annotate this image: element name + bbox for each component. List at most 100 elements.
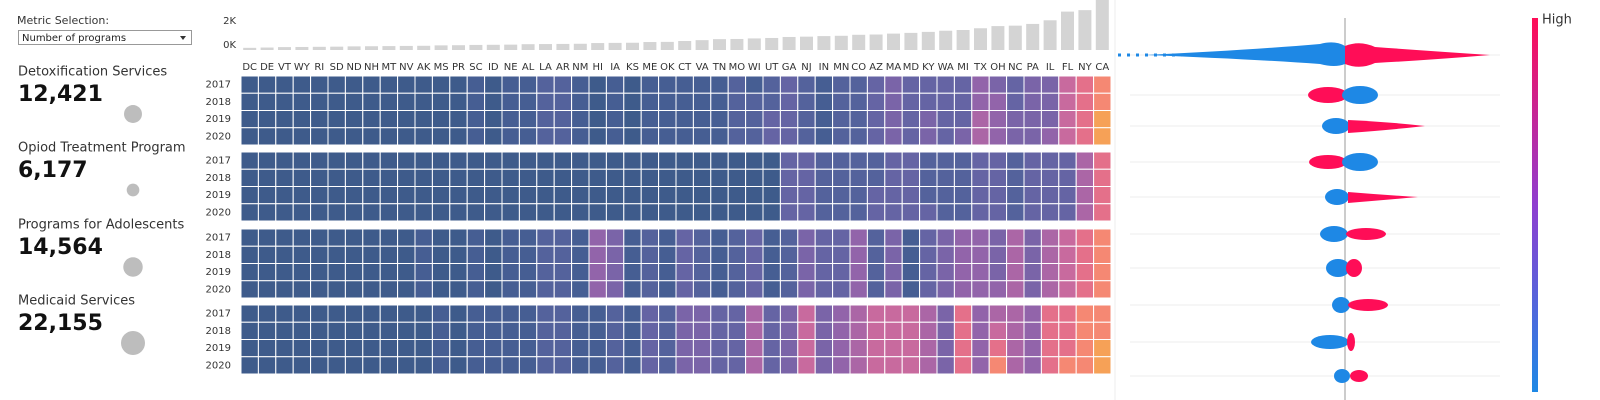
heat-cell	[501, 356, 520, 375]
heat-cell	[292, 110, 312, 129]
heat-cell	[327, 127, 346, 146]
heat-cell	[431, 127, 451, 146]
heat-cell	[936, 151, 955, 170]
heat-cell	[675, 263, 694, 282]
heat-cell	[901, 263, 921, 282]
heat-cell	[605, 304, 625, 323]
heat-cell	[240, 356, 259, 375]
heat-cell	[988, 75, 1008, 94]
heat-cell	[692, 203, 712, 222]
heat-cell	[1075, 203, 1095, 222]
heat-cell	[762, 339, 781, 358]
heat-cell	[484, 304, 503, 323]
heat-cell	[553, 127, 573, 146]
bar	[765, 37, 779, 50]
heat-cell	[971, 280, 990, 299]
heat-cell	[762, 92, 781, 111]
heat-cell	[240, 92, 259, 111]
heat-cell	[640, 356, 660, 375]
x-tick-label: DE	[260, 62, 274, 73]
heat-cell	[710, 203, 729, 222]
heat-cell	[240, 304, 259, 323]
heat-cell	[814, 186, 834, 205]
heat-cell	[953, 321, 973, 340]
heat-cell	[779, 151, 799, 170]
heat-cell	[1023, 110, 1042, 129]
heat-cell	[275, 186, 294, 205]
heat-cell	[362, 245, 381, 264]
heat-cell	[553, 168, 573, 187]
heat-cell	[588, 203, 607, 222]
heat-cell	[327, 186, 346, 205]
heat-cell	[658, 339, 677, 358]
heat-cell	[257, 203, 277, 222]
heat-cell	[814, 203, 834, 222]
heat-cell	[1023, 339, 1042, 358]
heat-cell	[901, 228, 921, 247]
heat-cell	[710, 339, 729, 358]
heat-cell	[675, 245, 694, 264]
heat-cell	[449, 92, 468, 111]
bar	[330, 46, 344, 50]
heat-cell	[1058, 186, 1077, 205]
heat-cell	[919, 186, 938, 205]
heat-cell	[431, 228, 451, 247]
heat-cell	[727, 127, 747, 146]
year-label: 2017	[206, 156, 231, 167]
x-tick-label: LA	[539, 62, 552, 73]
heat-cell	[449, 304, 468, 323]
heat-cell	[536, 203, 555, 222]
x-tick-label: AL	[522, 62, 535, 73]
bar	[660, 41, 674, 50]
heat-cell	[275, 321, 294, 340]
heat-cell	[936, 263, 955, 282]
bar	[713, 39, 726, 50]
heat-cell	[675, 92, 694, 111]
heat-cell	[1006, 127, 1025, 146]
heat-cell	[327, 228, 346, 247]
heat-cell	[605, 356, 625, 375]
heat-cell	[310, 92, 329, 111]
heat-cell	[640, 127, 660, 146]
heat-cell	[675, 75, 694, 94]
heat-cell	[866, 263, 886, 282]
heat-cell	[849, 245, 868, 264]
heat-cell	[484, 92, 503, 111]
heat-cell	[1093, 263, 1112, 282]
heat-cell	[588, 228, 607, 247]
heat-cell	[866, 168, 886, 187]
heat-cell	[658, 321, 677, 340]
heat-cell	[779, 304, 799, 323]
heat-cell	[1093, 75, 1112, 94]
heat-cell	[605, 127, 625, 146]
heat-cell	[536, 228, 555, 247]
heat-cell	[292, 203, 312, 222]
heat-cell	[536, 356, 555, 375]
heat-cell	[553, 186, 573, 205]
heat-cell	[275, 228, 294, 247]
heat-cell	[797, 304, 816, 323]
bar	[939, 30, 953, 50]
heat-cell	[866, 339, 886, 358]
heat-cell	[605, 151, 625, 170]
heat-cell	[936, 186, 955, 205]
heat-cell	[344, 92, 364, 111]
metric-select[interactable]: Number of programs	[18, 30, 192, 45]
bar	[869, 34, 883, 50]
heat-cell	[1075, 280, 1095, 299]
metric-size	[123, 257, 143, 277]
heat-cell	[379, 245, 399, 264]
heat-cell	[588, 110, 607, 129]
heat-cell	[988, 280, 1008, 299]
heat-cell	[727, 356, 747, 375]
heat-cell	[919, 321, 938, 340]
heat-cell	[431, 245, 451, 264]
heat-cell	[866, 304, 886, 323]
x-tick-label: NE	[504, 62, 518, 73]
heat-cell	[727, 321, 747, 340]
heat-cell	[936, 245, 955, 264]
heat-cell	[849, 168, 868, 187]
metric-name: Detoxification Services	[18, 65, 167, 80]
heat-cell	[275, 92, 294, 111]
heat-cell	[884, 75, 903, 94]
